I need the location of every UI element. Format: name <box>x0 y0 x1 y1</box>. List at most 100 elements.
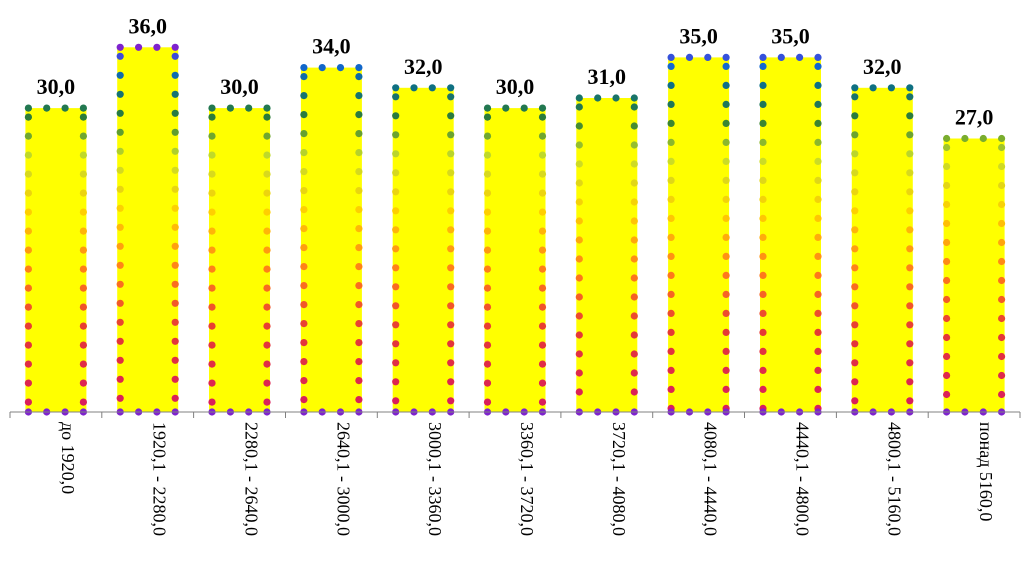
bar-border-dot <box>667 252 675 260</box>
bar-border-dot <box>171 109 179 117</box>
bar-border-dot <box>575 94 583 102</box>
bar-border-dot <box>355 339 363 347</box>
bar-border-dot <box>79 104 87 112</box>
value-labels: 30,0 36,0 30,0 34,0 32,0 30,0 31,0 35,0 35,0 32,0… <box>37 13 994 129</box>
bar-border-dot <box>392 207 400 215</box>
x-tick-label: 1920,1 - 2280,0 <box>150 422 170 536</box>
bar-border-dot <box>116 394 124 402</box>
bar-border-dot <box>355 263 363 271</box>
bar-border-dot <box>300 92 308 100</box>
bar-border-dot <box>906 302 914 310</box>
bar-border-dot <box>300 396 308 404</box>
bar-border-dot <box>483 265 492 273</box>
bar-border-dot <box>355 187 363 195</box>
bar-border-dot <box>116 185 124 193</box>
bar-border-dot <box>79 189 87 197</box>
bar-border-dot <box>575 350 583 358</box>
bar-border-dot <box>998 134 1006 143</box>
bar-border-dot <box>814 385 822 393</box>
bar-border-dot <box>263 208 271 216</box>
bar-border-dot <box>208 151 216 159</box>
bar-border-dot <box>447 169 455 177</box>
bar-border-dot <box>759 157 767 165</box>
bar-border-dot <box>208 379 216 387</box>
bar-border-dot <box>392 131 400 139</box>
bar-border-dot <box>630 103 638 111</box>
bar-border-dot <box>851 207 859 215</box>
bar-border-dot <box>79 398 87 406</box>
bar-border-dot <box>814 233 822 241</box>
bar-border-dot <box>171 204 179 212</box>
bar-border-dot <box>483 379 492 387</box>
bar-border-dot <box>263 360 271 368</box>
bar-border-dot <box>538 208 547 216</box>
bar-border-dot <box>355 358 363 366</box>
bar-value-label: 27,0 <box>955 105 994 130</box>
bar <box>668 57 730 413</box>
bar-border-dot <box>814 309 822 317</box>
bar-border-dot <box>998 219 1006 228</box>
bar-border-dot <box>851 359 859 367</box>
bar-border-dot <box>355 377 363 385</box>
bar-border-dot <box>355 396 363 404</box>
bar-border-dot <box>79 227 87 235</box>
bar-value-label: 30,0 <box>496 74 535 99</box>
bar-border-dot <box>667 53 675 62</box>
bar-border-dot <box>208 227 216 235</box>
x-tick-label: 4080,1 - 4440,0 <box>701 422 721 536</box>
bar-border-dot <box>906 340 914 348</box>
bar-border-dot <box>483 208 492 216</box>
bar-border-dot <box>943 219 951 228</box>
bar-border-dot <box>171 71 179 79</box>
bar-border-dot <box>263 227 271 235</box>
bar-border-dot <box>208 132 216 140</box>
bar-border-dot <box>171 394 179 402</box>
bar-border-dot <box>722 81 730 89</box>
bar-border-dot <box>998 314 1006 323</box>
bar-border-dot <box>667 176 675 184</box>
bar-border-dot <box>79 208 87 216</box>
bar-border-dot <box>667 290 675 298</box>
bar-border-dot <box>943 295 951 304</box>
bar-border-dot <box>336 64 345 72</box>
bar-border-dot <box>483 398 492 406</box>
bar-border-dot <box>392 150 400 158</box>
bar-border-dot <box>998 276 1006 285</box>
bar-border-dot <box>759 100 767 108</box>
bar <box>25 108 87 412</box>
bar-border-dot <box>594 94 602 102</box>
bar-border-dot <box>630 122 638 130</box>
bar-border-dot <box>759 252 767 260</box>
bar-border-dot <box>263 113 271 121</box>
bar-border-dot <box>24 284 32 292</box>
bar-border-dot <box>759 309 767 317</box>
bar-border-dot <box>575 388 583 396</box>
bar-border-dot <box>116 223 124 231</box>
bar-border-dot <box>722 252 730 260</box>
bar-border-dot <box>722 385 730 393</box>
bar-border-dot <box>538 227 547 235</box>
bar <box>209 108 270 412</box>
bar-border-dot <box>116 71 124 79</box>
bar-border-dot <box>575 369 583 377</box>
bar-border-dot <box>171 280 179 288</box>
bar-border-dot <box>759 62 767 70</box>
bar-border-dot <box>851 226 859 234</box>
bar-border-dot <box>483 151 492 159</box>
bar-border-dot <box>392 245 400 253</box>
bar-border-dot <box>355 64 363 72</box>
bar-value-label: 32,0 <box>404 54 443 79</box>
bar-border-dot <box>24 132 32 140</box>
bar-border-dot <box>171 43 179 51</box>
bar-border-dot <box>300 282 308 290</box>
bar-border-dot <box>24 227 32 235</box>
bar-border-dot <box>759 119 767 127</box>
bar-border-dot <box>116 337 124 345</box>
bar-border-dot <box>300 111 308 119</box>
bar-border-dot <box>759 347 767 355</box>
bar-border-dot <box>612 94 620 102</box>
bar-border-dot <box>300 206 308 214</box>
bar-border-dot <box>79 322 87 330</box>
bar-border-dot <box>575 198 583 206</box>
bar-border-dot <box>667 233 675 241</box>
